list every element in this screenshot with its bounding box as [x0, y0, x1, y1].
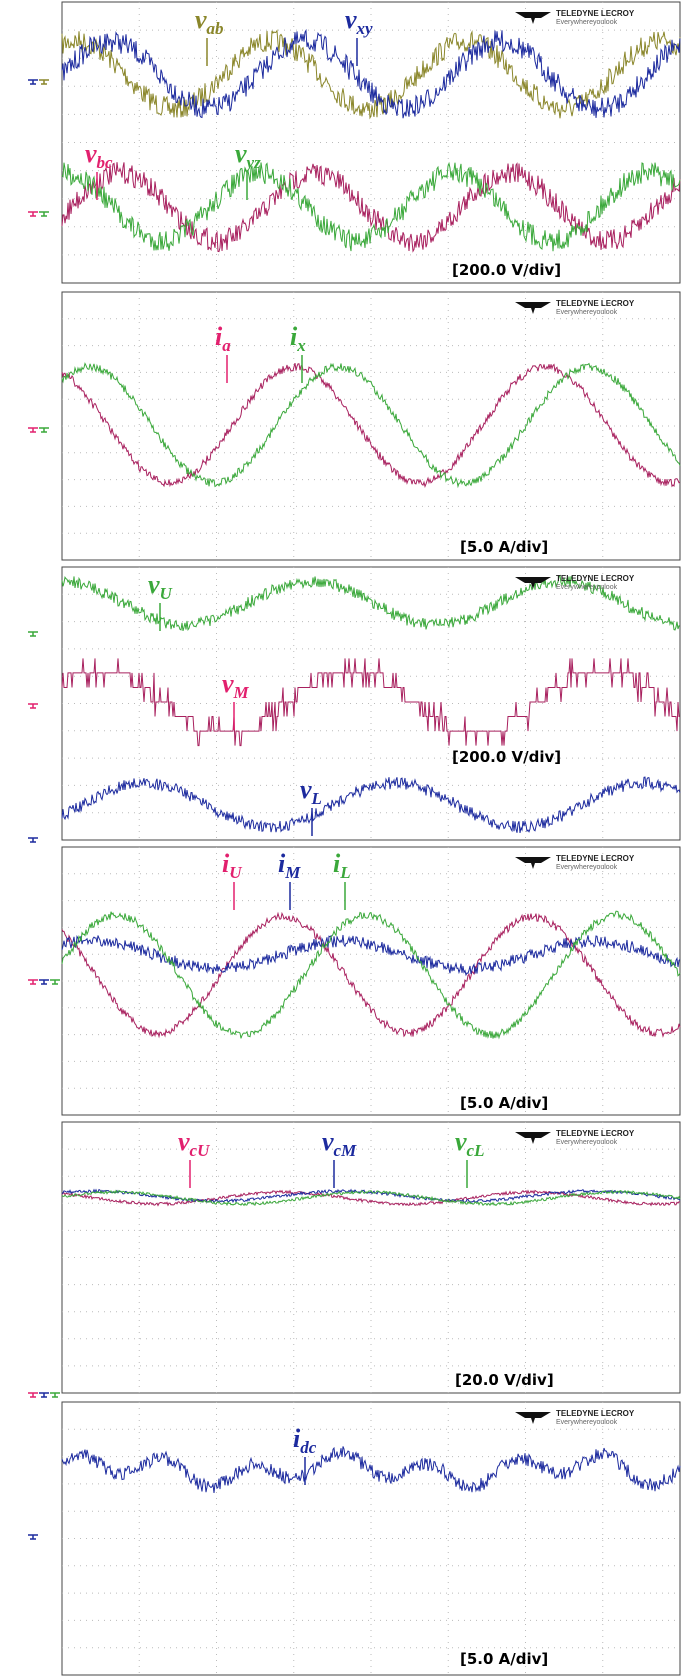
- logo-tagline: Everywhereyoulook: [556, 309, 618, 316]
- ground-marker: [28, 428, 38, 432]
- scale-label: [5.0 A/div]: [460, 1650, 548, 1668]
- figure: vabvxyvbcvyzTELEDYNE LECROYEverywhereyou…: [0, 0, 685, 1677]
- label-subscript: M: [233, 683, 250, 702]
- ground-marker: [28, 632, 38, 636]
- ground-marker: [28, 838, 38, 842]
- scale-label: [200.0 V/div]: [452, 261, 561, 279]
- label-subscript: a: [222, 336, 231, 355]
- ground-marker: [39, 980, 49, 984]
- logo-brand: TELEDYNE LECROY: [556, 574, 635, 583]
- ground-marker: [28, 1393, 38, 1397]
- ground-marker: [50, 980, 60, 984]
- label-subscript: U: [160, 584, 173, 603]
- label-subscript: L: [311, 789, 322, 808]
- scale-label: [20.0 V/div]: [455, 1371, 554, 1389]
- plot-frame: [62, 292, 680, 560]
- ground-marker: [39, 80, 49, 84]
- ground-marker: [39, 1393, 49, 1397]
- logo-brand: TELEDYNE LECROY: [556, 854, 635, 863]
- plot-frame: [62, 1122, 680, 1393]
- label-subscript: L: [339, 863, 350, 882]
- label-subscript: cL: [467, 1141, 485, 1160]
- label-symbol: v: [322, 1127, 334, 1156]
- ground-marker: [39, 212, 49, 216]
- label-subscript: xy: [356, 19, 374, 38]
- label-symbol: v: [235, 139, 247, 168]
- label-symbol: v: [455, 1127, 467, 1156]
- ground-marker: [28, 704, 38, 708]
- logo-tagline: Everywhereyoulook: [556, 584, 618, 591]
- ground-marker: [28, 212, 38, 216]
- label-symbol: v: [345, 5, 357, 34]
- scale-label: [5.0 A/div]: [460, 1094, 548, 1112]
- scale-label: [200.0 V/div]: [452, 748, 561, 766]
- label-subscript: cU: [190, 1141, 211, 1160]
- label-subscript: U: [229, 863, 242, 882]
- ground-marker: [50, 1393, 60, 1397]
- label-symbol: v: [222, 669, 234, 698]
- logo-tagline: Everywhereyoulook: [556, 1139, 618, 1146]
- logo-brand: TELEDYNE LECROY: [556, 9, 635, 18]
- scope-panel: idcTELEDYNE LECROYEverywhereyoulook[5.0 …: [28, 1402, 680, 1675]
- plot-frame: [62, 847, 680, 1115]
- logo-tagline: Everywhereyoulook: [556, 864, 618, 871]
- label-subscript: ab: [207, 19, 224, 38]
- plot-frame: [62, 1402, 680, 1675]
- scale-label: [5.0 A/div]: [460, 538, 548, 556]
- label-subscript: bc: [97, 153, 114, 172]
- label-subscript: x: [296, 336, 306, 355]
- ground-marker: [28, 80, 38, 84]
- label-symbol: v: [148, 570, 160, 599]
- ground-marker: [28, 980, 38, 984]
- label-symbol: v: [195, 5, 207, 34]
- label-subscript: dc: [300, 1438, 317, 1457]
- ground-marker: [39, 428, 49, 432]
- logo-brand: TELEDYNE LECROY: [556, 299, 635, 308]
- logo-brand: TELEDYNE LECROY: [556, 1129, 635, 1138]
- logo-tagline: Everywhereyoulook: [556, 1419, 618, 1426]
- label-subscript: M: [284, 863, 301, 882]
- label-symbol: v: [178, 1127, 190, 1156]
- label-subscript: cM: [334, 1141, 358, 1160]
- label-symbol: v: [300, 775, 312, 804]
- logo-brand: TELEDYNE LECROY: [556, 1409, 635, 1418]
- label-subscript: yz: [245, 153, 262, 172]
- logo-tagline: Everywhereyoulook: [556, 19, 618, 26]
- ground-marker: [28, 1535, 38, 1539]
- label-symbol: v: [85, 139, 97, 168]
